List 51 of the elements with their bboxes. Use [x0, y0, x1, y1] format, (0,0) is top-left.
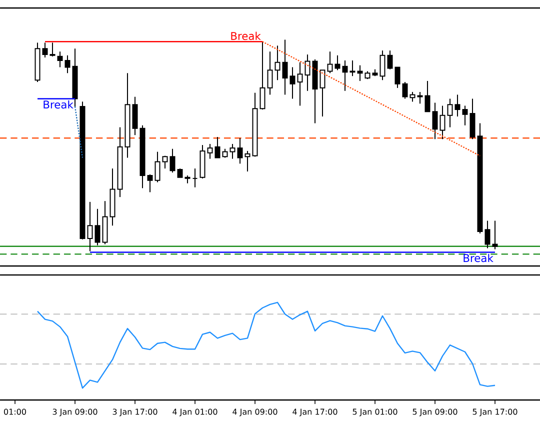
x-tick-label: 3 Jan 09:00: [52, 408, 98, 416]
candlestick: [327, 51, 333, 74]
candlestick: [230, 143, 236, 160]
candlestick: [424, 80, 430, 112]
candlestick: [64, 54, 70, 74]
candlestick: [237, 138, 243, 164]
candlestick: [42, 42, 48, 58]
candlestick: [170, 148, 176, 174]
candlestick: [380, 50, 386, 81]
candlestick: [342, 60, 348, 92]
candlestick: [282, 39, 288, 96]
candlestick: [162, 155, 168, 169]
candlestick: [94, 208, 100, 246]
candlestick: [260, 41, 266, 110]
x-tick-label: 5 Jan 17:00: [472, 408, 518, 416]
x-tick-label: 5 Jan 09:00: [412, 408, 458, 416]
candlestick: [147, 174, 153, 193]
series-label: Break: [464, 254, 494, 262]
series-label: Break: [44, 100, 74, 109]
x-tick-label: 5 Jan 01:00: [352, 408, 398, 416]
series-label: Break: [231, 32, 261, 40]
candlestick: [350, 60, 356, 77]
candlestick: [484, 220, 490, 249]
x-tick-label: 4 Jan 09:00: [232, 408, 278, 416]
candlestick: [132, 96, 138, 136]
x-tick-label: 3 Jan 17:00: [112, 408, 158, 416]
candlestick: [274, 45, 280, 81]
candlestick: [334, 54, 340, 71]
candlestick: [447, 98, 453, 128]
x-tick-label: 4 Jan 01:00: [172, 408, 218, 416]
candlestick: [154, 151, 160, 183]
candlestick: [290, 66, 296, 100]
candlestick: [192, 168, 198, 188]
candlestick: [267, 51, 273, 96]
candlestick: [470, 98, 476, 140]
candlestick: [297, 62, 303, 106]
candlestick: [492, 220, 498, 250]
candlestick: [462, 105, 468, 126]
candlestick: [432, 102, 438, 140]
x-tick-label: 4 Jan 17:00: [292, 408, 338, 416]
candlestick: [402, 82, 408, 100]
candlestick: [244, 150, 250, 172]
candlestick: [440, 105, 446, 140]
candlestick: [214, 136, 220, 158]
candlestick: [320, 70, 326, 117]
candlestick: [357, 64, 363, 82]
candlestick: [50, 42, 56, 57]
candlestick: [454, 94, 460, 117]
x-tick-label: 01:00: [4, 408, 26, 415]
candlestick: [87, 201, 93, 252]
candlestick: [57, 51, 63, 68]
